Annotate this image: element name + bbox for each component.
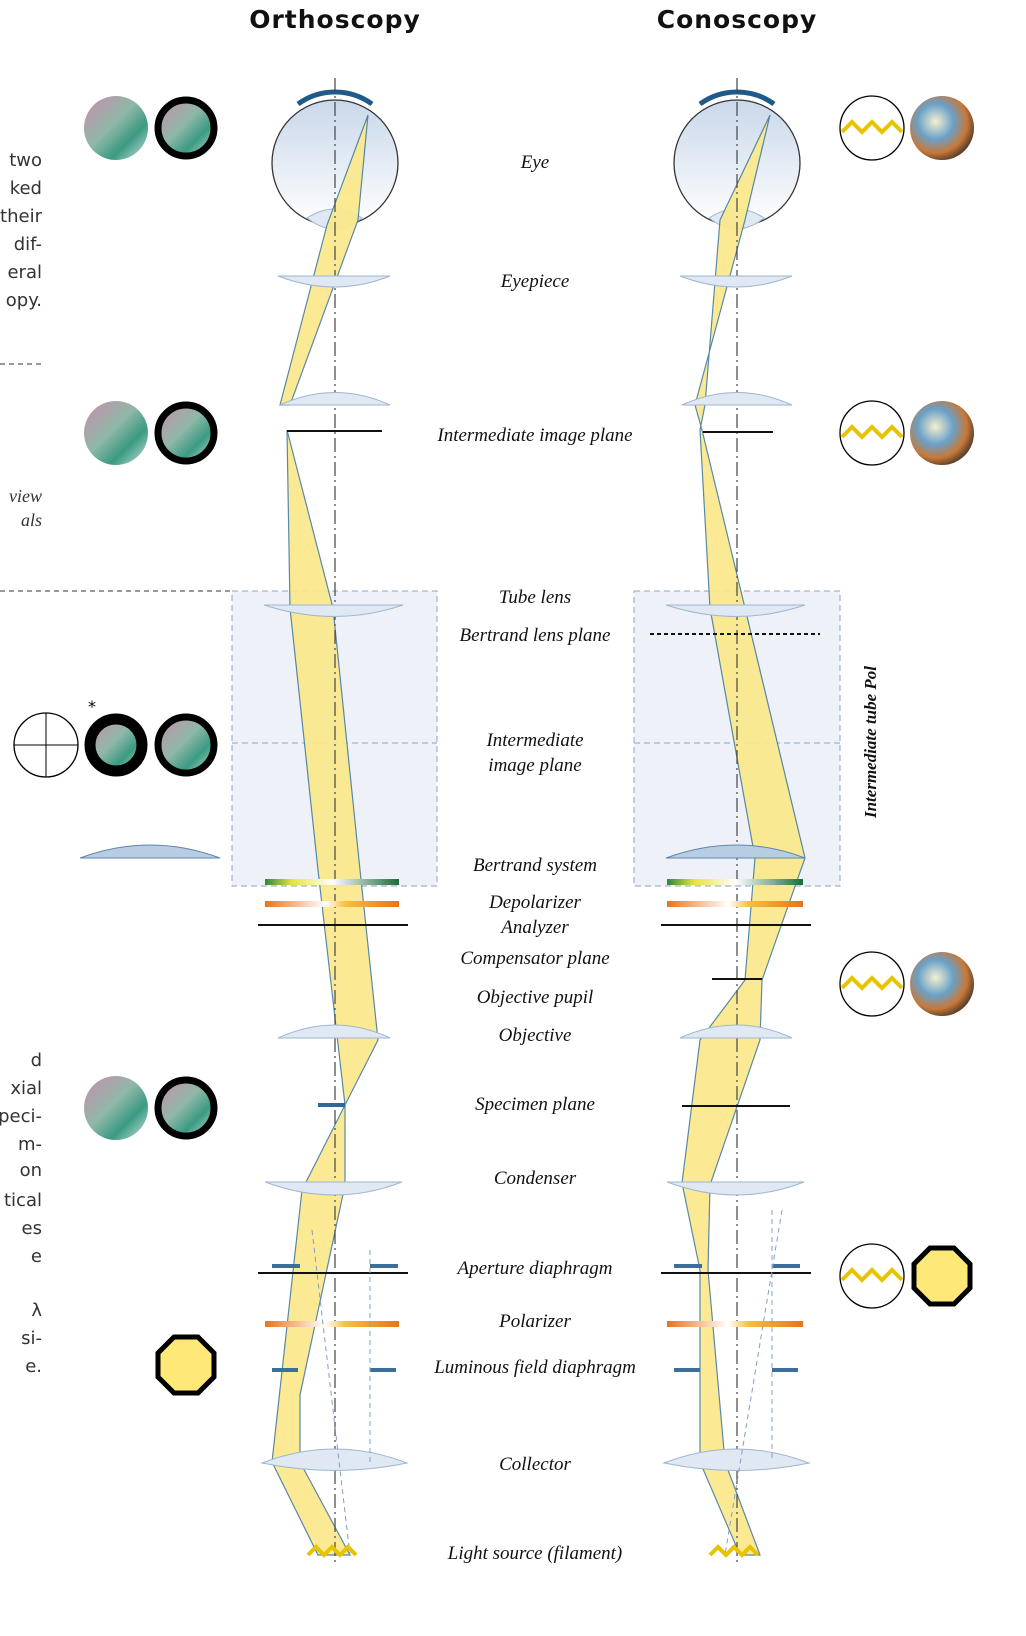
cropped-text: es: [22, 1218, 42, 1239]
station-label: Light source (filament): [447, 1543, 623, 1564]
side-label: Intermediate tube Pol: [861, 666, 880, 819]
filament: [306, 1544, 358, 1558]
station-label: Depolarizer: [488, 892, 581, 913]
analyzer-filter: [265, 901, 399, 907]
lens: [665, 604, 806, 617]
cropped-text: si-: [21, 1328, 42, 1349]
station-label: image plane: [488, 755, 581, 776]
polarizer: [265, 1321, 399, 1327]
lens: [277, 1024, 391, 1039]
station-label: Specimen plane: [475, 1094, 595, 1115]
lens: [681, 392, 793, 406]
cropped-text: eral: [7, 262, 42, 283]
cropped-text: λ: [31, 1300, 42, 1321]
lens: [666, 1181, 805, 1196]
cropped-text: xial: [10, 1078, 42, 1099]
light-beam: [681, 114, 806, 1556]
station-label: Intermediate: [485, 730, 583, 751]
cropped-text: e: [31, 1246, 42, 1267]
cropped-text: m-: [18, 1134, 42, 1155]
light-beam: [271, 1104, 352, 1556]
station-label: Aperture diaphragm: [456, 1258, 613, 1279]
filament: [708, 1544, 760, 1558]
station-label: Eye: [520, 152, 549, 173]
analyzer-filter: [667, 901, 803, 907]
station-label: Condenser: [494, 1168, 577, 1189]
station-label: Bertrand system: [473, 855, 597, 876]
column-title: Conoscopy: [657, 5, 818, 34]
lens: [279, 392, 391, 406]
depolarizer: [265, 879, 399, 885]
cropped-text: their: [0, 206, 43, 227]
cropped-text: two: [9, 150, 42, 171]
station-label: Luminous field diaphragm: [433, 1357, 636, 1378]
station-label: Eyepiece: [500, 271, 570, 292]
cropped-text: dif-: [14, 234, 42, 255]
column-title: Orthoscopy: [249, 5, 421, 34]
lens: [679, 275, 793, 288]
cropped-text: ked: [10, 178, 42, 199]
lens: [264, 1181, 403, 1196]
station-label: Collector: [499, 1454, 571, 1475]
depolarizer: [667, 879, 803, 885]
station-label: Objective: [499, 1025, 572, 1046]
cropped-text: opy.: [6, 290, 42, 311]
bertrand-lens: [665, 844, 806, 859]
station-label: Intermediate image plane: [436, 425, 632, 446]
polarizer: [667, 1321, 803, 1327]
cropped-text: als: [21, 510, 42, 530]
station-label: Polarizer: [498, 1311, 571, 1332]
asterisk: *: [88, 697, 96, 716]
lens: [263, 604, 404, 617]
lens: [260, 1448, 409, 1471]
cropped-text: view: [9, 486, 42, 506]
cropped-text: d: [31, 1050, 42, 1071]
cropped-text: tical: [4, 1190, 42, 1211]
lens: [662, 1448, 811, 1471]
cropped-text: peci-: [0, 1106, 42, 1127]
icons: [13, 95, 974, 1396]
cropped-text: e.: [25, 1356, 42, 1377]
station-label: Tube lens: [499, 587, 571, 608]
zigzags: [840, 119, 904, 1283]
static-layout: [0, 78, 974, 1565]
station-label: Objective pupil: [477, 987, 594, 1008]
light-beam: [286, 429, 379, 1108]
dashed-rays: [311, 1209, 783, 1556]
station-label: Analyzer: [499, 917, 569, 938]
station-label: Bertrand lens plane: [460, 625, 611, 646]
lens: [679, 1024, 793, 1039]
diaphragms: [272, 1264, 800, 1372]
lens: [277, 275, 391, 288]
station-label: Compensator plane: [460, 948, 609, 969]
bertrand-lens: [79, 844, 221, 859]
cropped-text: on: [20, 1160, 42, 1181]
